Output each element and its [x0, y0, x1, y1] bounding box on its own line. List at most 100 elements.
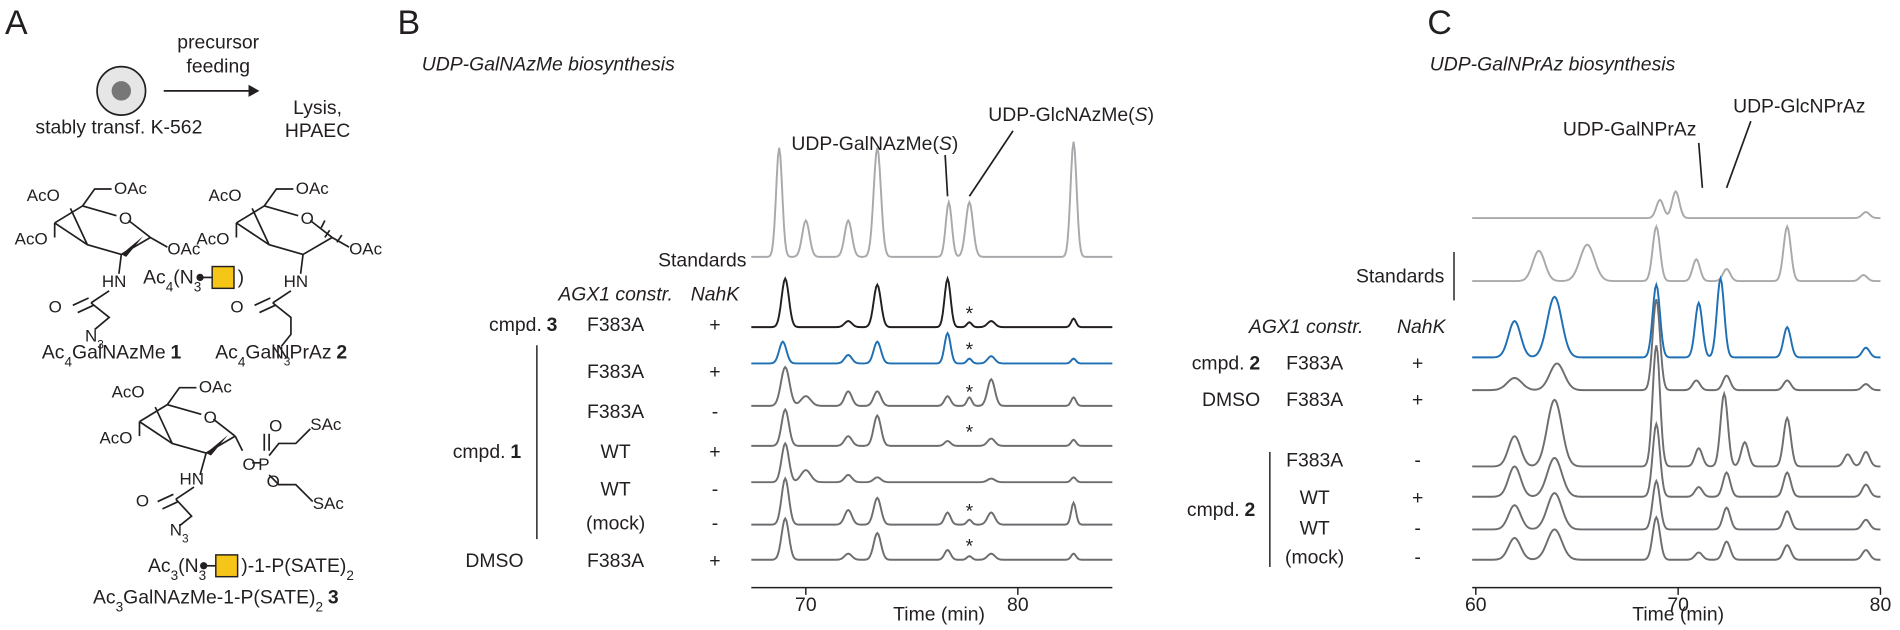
panel-label: B [398, 4, 421, 42]
atom-label: AcO [112, 382, 145, 401]
x-axis-label: Time (min) [893, 603, 985, 625]
column-header: AGX1 constr. [1248, 316, 1364, 338]
atom-label: HN [284, 272, 309, 291]
atom-label: O [301, 209, 314, 228]
text-part: (N [173, 267, 193, 289]
text-part: ) [1148, 104, 1154, 126]
text-part: SAc [313, 494, 345, 513]
text-part: O [119, 209, 132, 228]
trace-label: Standards [1356, 265, 1444, 287]
text-part: 3 [182, 532, 189, 546]
chromatogram-trace [751, 365, 1113, 407]
atom-label: AcO [196, 230, 229, 249]
text-part: OAc [167, 239, 200, 258]
row-construct: WT [1300, 487, 1330, 509]
column-header: NahK [1397, 316, 1447, 338]
atom-label: AcO [100, 428, 133, 447]
text-part: GalNAzMe-1-P(SATE) [123, 586, 315, 608]
text-part: UDP-GlcNAzMe( [988, 104, 1135, 126]
text-part: 4 [65, 354, 73, 369]
x-tick-label: 70 [795, 594, 817, 616]
step-label: feeding [186, 56, 250, 78]
atom-label: SAc [310, 415, 342, 434]
text-part: OAc [296, 179, 329, 198]
linker-dot [196, 273, 204, 282]
chromatogram-trace [1472, 345, 1881, 468]
compound-number: 2 [1245, 499, 1256, 521]
nucleus [111, 81, 131, 101]
peak-label: UDP-GlcNPrAz [1733, 96, 1865, 118]
atom-label: O [204, 408, 217, 427]
atom-label: OAc [199, 378, 232, 397]
wedge-bond [320, 220, 343, 243]
text-part: 4 [166, 279, 174, 294]
panel-title: UDP-GalNPrAz biosynthesis [1430, 53, 1676, 75]
text-part: DMSO [1202, 389, 1260, 411]
text-part: N [170, 521, 182, 540]
text-part: 3 [171, 567, 179, 582]
column-header: NahK [691, 283, 741, 305]
sugar-ring [235, 188, 350, 348]
compound-number: 2 [336, 342, 347, 364]
atom-label: OAc [296, 179, 329, 198]
pointer [968, 130, 1014, 197]
atom-label: AcO [15, 230, 48, 249]
atom-label: O [136, 491, 149, 510]
atom-label: HN [102, 272, 126, 291]
step-label: precursor [177, 31, 259, 53]
text-part: 3 [116, 599, 124, 614]
arrow-head [248, 84, 260, 97]
asterisk: * [966, 422, 974, 444]
row-group: DMSO [465, 550, 523, 572]
row-construct: F383A [1286, 353, 1343, 375]
atom-label: N3 [170, 521, 189, 546]
text-part: S [1135, 104, 1148, 126]
row-nahk: + [709, 314, 720, 336]
text-part: P [258, 455, 269, 474]
atom-label: AcO [209, 186, 242, 205]
text-part: O [301, 209, 314, 228]
x-axis-label: Time (min) [1632, 603, 1724, 625]
text-part: DMSO [465, 550, 523, 572]
atom-label: O [119, 209, 132, 228]
row-nahk: + [1412, 487, 1423, 509]
chromatogram-trace [1472, 224, 1881, 283]
atom-label: N3 [85, 327, 104, 352]
atom-label: O [230, 298, 243, 317]
compound-name: Ac3GalNAzMe-1-P(SATE)2 3 [93, 586, 339, 614]
text-part: cmpd. [453, 441, 506, 463]
text-part: AcO [112, 382, 145, 401]
protected-sugar: Ac3(N3 [148, 555, 206, 583]
chromatogram-trace [751, 141, 1113, 258]
text-part: Ac [143, 267, 166, 289]
atom-label: OAc [167, 239, 200, 258]
text-part: )-1-P(SATE) [241, 555, 346, 577]
compound-number: 3 [547, 314, 558, 336]
text-part: AcO [209, 186, 242, 205]
row-construct: WT [601, 441, 631, 463]
asterisk: * [966, 303, 974, 325]
panel-a-text: A precursor feeding Lysis, HPAEC stably … [5, 4, 350, 142]
row-nahk: + [1412, 389, 1423, 411]
pointer [1697, 142, 1704, 188]
text-part: 3 [284, 355, 291, 369]
atom-label: HN [179, 470, 204, 489]
row-nahk: + [1412, 353, 1423, 375]
row-construct: WT [601, 479, 631, 501]
row-construct: (mock) [586, 512, 645, 534]
chromatogram-trace [1472, 275, 1881, 359]
panel-b: B UDP-GalNAzMe biosynthesis Standards AG… [398, 4, 1014, 625]
asterisk: * [966, 535, 974, 557]
text-part: Ac [93, 586, 116, 608]
chromatogram-trace [1472, 189, 1881, 220]
atom-label: O [49, 298, 62, 317]
chromatogram-trace [751, 331, 1113, 365]
row-construct: F383A [587, 550, 644, 572]
text-part: O [230, 298, 243, 317]
wedge [121, 236, 144, 257]
row-nahk: - [712, 512, 718, 534]
x-tick-label: 60 [1465, 594, 1487, 616]
text-part: GalNAzMe [72, 342, 166, 364]
chromatogram-trace [1472, 515, 1881, 561]
row-nahk: - [1414, 517, 1420, 539]
